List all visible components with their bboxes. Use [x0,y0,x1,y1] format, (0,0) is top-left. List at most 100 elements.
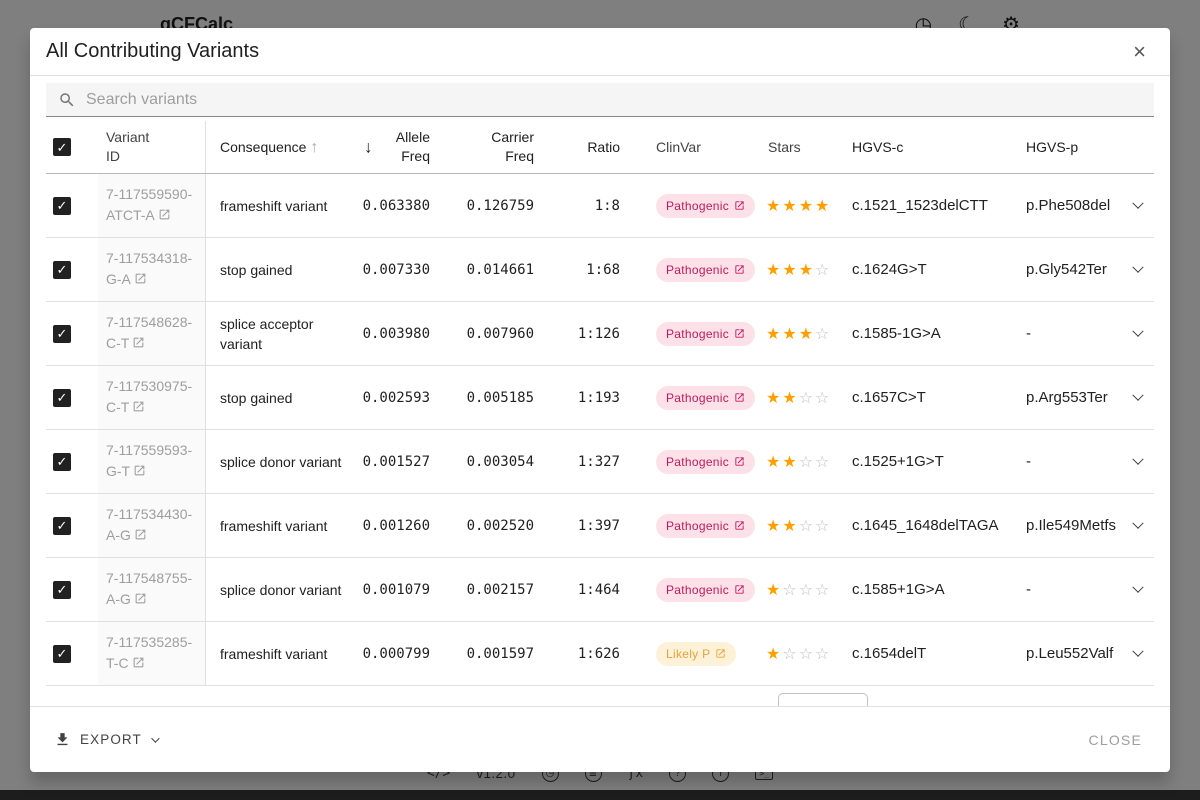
expand-row-chevron-icon[interactable] [1132,261,1144,273]
star-empty-icon: ☆ [798,581,816,599]
variant-id-link[interactable]: 7-117534318-G-A [106,250,193,287]
expand-row-chevron-icon[interactable] [1132,197,1144,209]
column-header-consequence[interactable]: Consequence [220,138,307,155]
chevron-down-icon [151,733,160,743]
checkmark-icon: ✓ [56,582,68,597]
external-link-icon[interactable] [133,462,146,483]
row-checkbox[interactable]: ✓ [53,644,71,663]
consequence-value: stop gained [220,389,293,406]
allele-freq-value: 0.003980 [362,325,430,342]
row-checkbox[interactable]: ✓ [53,196,71,215]
external-link-icon[interactable] [132,334,145,355]
expand-row-chevron-icon[interactable] [1132,581,1144,593]
close-icon[interactable]: × [1133,38,1146,64]
clinvar-badge-label: Pathogenic [666,390,730,405]
row-checkbox[interactable]: ✓ [53,452,71,471]
hgvs-p-value: p.Gly542Ter [1026,261,1107,278]
clinvar-badge-label: Pathogenic [666,518,730,533]
star-filled-icon: ★ [766,389,783,407]
clipped-button[interactable] [778,693,868,706]
external-link-icon[interactable] [134,590,147,611]
variant-id-link[interactable]: 7-117534430-A-G [106,506,193,543]
consequence-value: frameshift variant [220,645,328,662]
clinvar-badge[interactable]: Pathogenic [656,577,756,602]
clinvar-badge[interactable]: Pathogenic [656,449,756,474]
expand-row-chevron-icon[interactable] [1132,645,1144,657]
hgvs-c-value: c.1657C>T [852,389,926,406]
column-header-hgvs-c[interactable]: HGVS-c [852,138,904,155]
clinvar-badge[interactable]: Pathogenic [656,193,756,218]
star-rating: ★★★☆ [738,260,829,280]
checkmark-icon: ✓ [56,198,68,213]
search-bar[interactable] [46,83,1154,117]
expand-row-chevron-icon[interactable] [1132,325,1144,337]
variant-id-link[interactable]: 7-117530975-C-T [106,378,193,415]
variant-id-link[interactable]: 7-117548755-A-G [106,570,193,607]
close-button[interactable]: CLOSE [1088,731,1142,748]
column-header-carrier-freq[interactable]: Carrier Freq [491,129,534,164]
clinvar-badge[interactable]: Pathogenic [656,321,756,346]
row-checkbox[interactable]: ✓ [53,324,71,343]
row-checkbox[interactable]: ✓ [53,388,71,407]
external-link-icon[interactable] [132,654,145,675]
star-rating: ★★☆☆ [738,388,829,408]
row-checkbox[interactable]: ✓ [53,516,71,535]
expand-row-chevron-icon[interactable] [1132,517,1144,529]
allele-freq-value: 0.063380 [362,197,430,214]
hgvs-p-value: p.Leu552Valf [1026,645,1114,662]
expand-row-chevron-icon[interactable] [1132,389,1144,401]
clinvar-badge[interactable]: Likely P [656,641,737,666]
variant-id-link[interactable]: 7-117548628-C-T [106,314,193,351]
star-empty-icon: ☆ [815,581,832,599]
table-header-row: ✓ Variant ID Consequence ↑ ↓ Allele Freq C… [46,121,1154,174]
hgvs-c-value: c.1585+1G>A [852,581,945,598]
hgvs-c-value: c.1624G>T [852,261,927,278]
external-link-icon[interactable] [134,526,147,547]
clinvar-badge-label: Pathogenic [666,262,730,277]
hgvs-p-value: p.Phe508del [1026,197,1111,214]
variant-id-link[interactable]: 7-117535285-T-C [106,634,193,671]
variants-table: ✓ Variant ID Consequence ↑ ↓ Allele Freq C… [30,121,1170,706]
expand-row-chevron-icon[interactable] [1132,453,1144,465]
ratio-value: 1:327 [577,453,620,470]
external-link-icon[interactable] [158,206,171,227]
star-rating: ★☆☆☆ [738,580,832,600]
consequence-value: splice donor variant [220,581,342,598]
column-header-allele-freq[interactable]: Allele Freq [395,129,430,164]
select-all-checkbox[interactable]: ✓ [53,138,71,156]
star-filled-icon: ★ [782,325,799,343]
star-empty-icon: ☆ [815,325,832,343]
ratio-value: 1:626 [577,645,620,662]
hgvs-c-value: c.1525+1G>T [852,453,944,470]
clinvar-badge[interactable]: Pathogenic [656,513,756,538]
table-row: ✓ 7-117559590-ATCT-A frameshift variant … [46,174,1154,238]
variant-id-link[interactable]: 7-117559593-G-T [106,442,193,479]
clinvar-badge[interactable]: Pathogenic [656,385,756,410]
hgvs-p-value: p.Arg553Ter [1026,389,1108,406]
table-row: ✓ 7-117548755-A-G splice donor variant 0… [46,558,1154,622]
consequence-value: splice acceptor variant [220,315,314,352]
star-filled-icon: ★ [798,261,816,279]
checkmark-icon: ✓ [56,454,68,469]
row-checkbox[interactable]: ✓ [53,580,71,599]
column-header-clinvar[interactable]: ClinVar [656,138,701,155]
search-input[interactable] [86,90,1142,109]
column-header-ratio[interactable]: Ratio [587,138,620,155]
star-empty-icon: ☆ [798,517,816,535]
external-link-icon[interactable] [132,398,145,419]
star-filled-icon: ★ [782,453,799,471]
column-header-variant-id[interactable]: Variant ID [106,129,150,164]
clinvar-badge[interactable]: Pathogenic [656,257,756,282]
column-header-hgvs-p[interactable]: HGVS-p [1026,138,1079,155]
consequence-value: stop gained [220,261,293,278]
export-button[interactable]: EXPORT [46,723,165,756]
clinvar-badge-label: Likely P [666,646,711,661]
table-row: ✓ 7-117534430-A-G frameshift variant 0.0… [46,494,1154,558]
external-link-icon [735,457,744,466]
star-filled-icon: ★ [766,517,783,535]
column-header-stars[interactable]: Stars [768,138,801,155]
external-link-icon[interactable] [134,270,147,291]
row-checkbox[interactable]: ✓ [53,260,71,279]
star-rating: ★★☆☆ [738,452,829,472]
variant-id-link[interactable]: 7-117559590-ATCT-A [106,186,193,223]
